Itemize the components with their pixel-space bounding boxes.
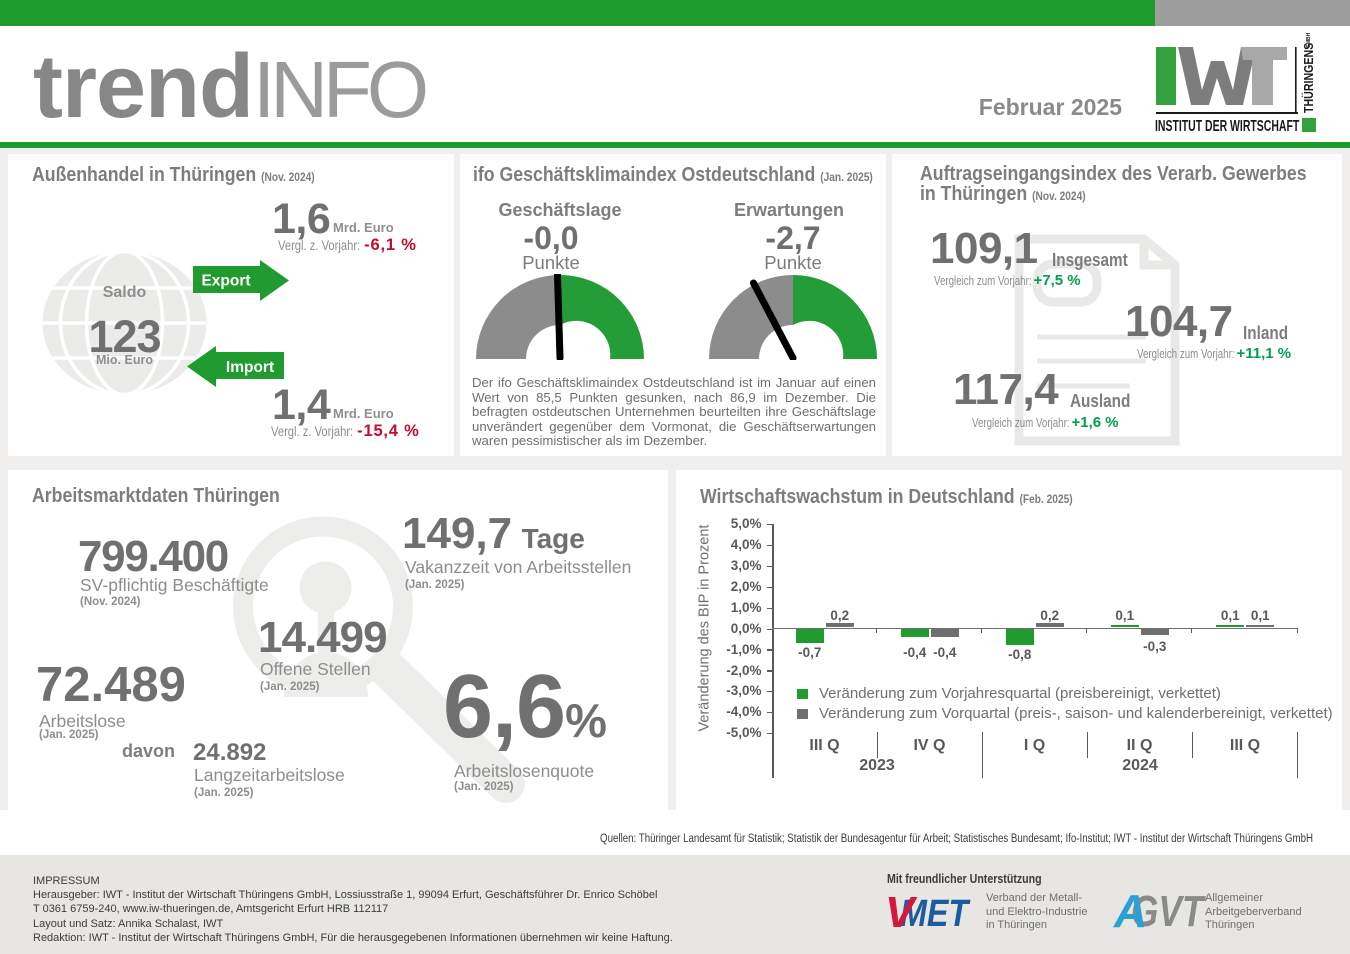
svg-text:Export: Export: [201, 273, 250, 290]
svg-text:Import: Import: [226, 359, 274, 376]
svg-text:INSTITUT DER WIRTSCHAFT: INSTITUT DER WIRTSCHAFT: [1155, 117, 1300, 135]
svg-text:GMBH: GMBH: [1306, 32, 1312, 48]
svg-text:THÜRINGENS: THÜRINGENS: [1302, 43, 1316, 113]
